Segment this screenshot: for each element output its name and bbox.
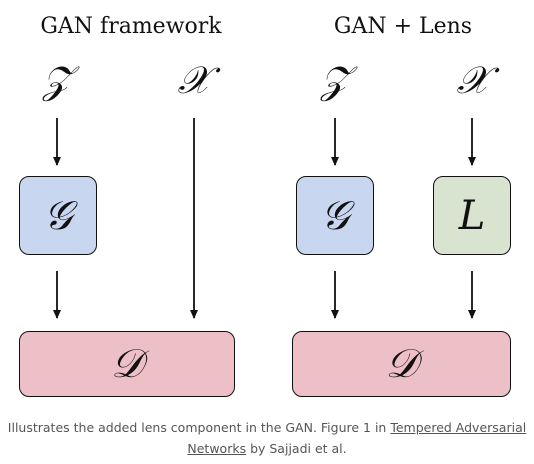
- left-latent-z-symbol: 𝒵: [42, 58, 72, 102]
- arrows-layer: [53, 118, 476, 319]
- paper-link[interactable]: Tempered Adversarial Networks: [187, 420, 527, 456]
- generator-box-right: 𝒢: [296, 176, 374, 255]
- right-latent-z-symbol: 𝒵: [320, 58, 350, 102]
- lens-box: L: [433, 176, 511, 255]
- discriminator-box-right: 𝒟: [292, 331, 511, 397]
- right-data-x-symbol: 𝒳: [456, 58, 490, 102]
- discriminator-box-left: 𝒟: [19, 331, 235, 397]
- generator-box-left: 𝒢: [19, 176, 97, 255]
- caption-text: Illustrates the added lens component in …: [7, 420, 391, 435]
- gan-lens-title: GAN + Lens: [333, 14, 473, 39]
- figure-caption: Illustrates the added lens component in …: [0, 417, 534, 459]
- left-data-x-symbol: 𝒳: [177, 58, 211, 102]
- diagram: GAN framework GAN + Lens 𝒵 𝒳 𝒵 𝒳 𝒢 𝒟 𝒢 L…: [19, 14, 511, 397]
- caption-attribution: by Sajjadi et al.: [246, 441, 347, 456]
- gan-framework-title: GAN framework: [40, 14, 222, 39]
